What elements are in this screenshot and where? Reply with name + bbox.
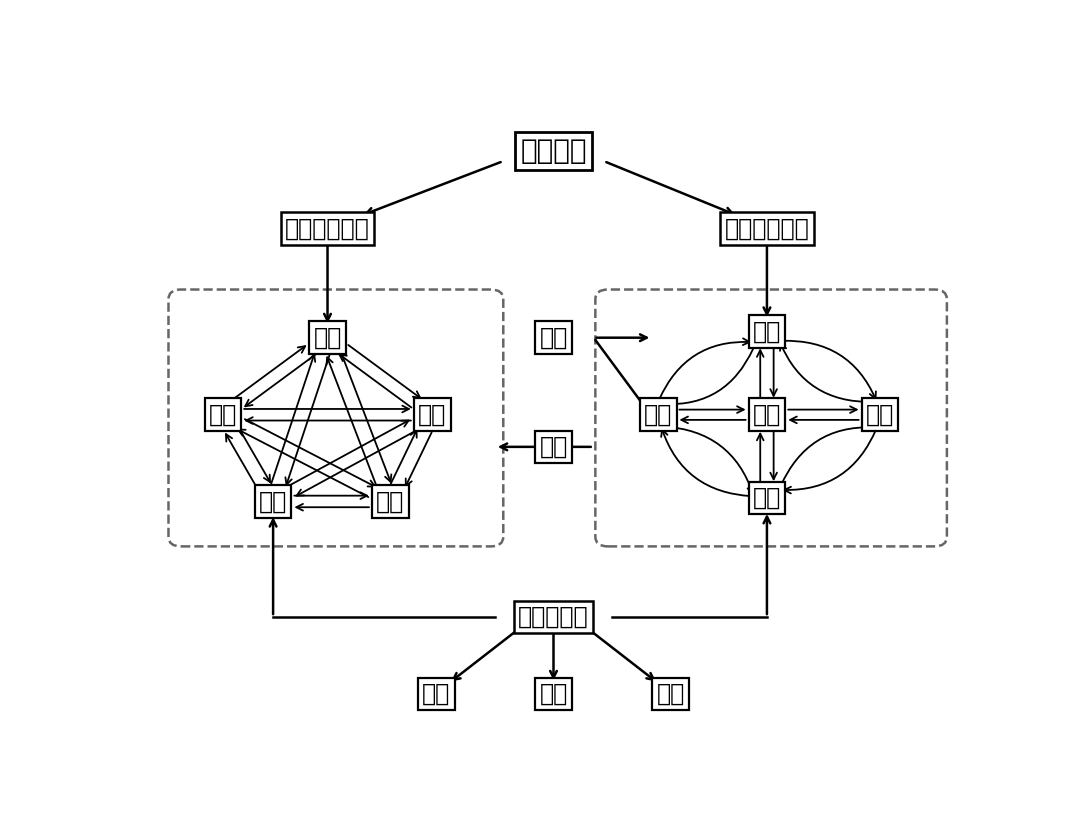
Text: 影响: 影响 — [539, 435, 568, 459]
Text: 自然地理环境: 自然地理环境 — [285, 217, 369, 240]
Text: 农业: 农业 — [753, 403, 781, 427]
Text: 气候: 气候 — [313, 326, 341, 349]
Text: 人文地理环境: 人文地理环境 — [725, 217, 809, 240]
Text: 土壤: 土壤 — [259, 490, 287, 514]
Text: 水文: 水文 — [418, 403, 446, 427]
Text: 决定: 决定 — [539, 326, 568, 349]
Text: 地形: 地形 — [376, 490, 404, 514]
Text: 工业: 工业 — [753, 319, 781, 344]
Text: 交通: 交通 — [753, 486, 781, 510]
Text: 社会: 社会 — [539, 682, 568, 706]
Text: 生物: 生物 — [208, 403, 237, 427]
Text: 经济: 经济 — [422, 682, 450, 706]
Text: 可持续发展: 可持续发展 — [518, 605, 589, 629]
Text: 城市: 城市 — [644, 403, 672, 427]
Text: 地理环境: 地理环境 — [521, 138, 586, 165]
Text: 生态: 生态 — [657, 682, 685, 706]
Text: 商贸: 商贸 — [866, 403, 894, 427]
